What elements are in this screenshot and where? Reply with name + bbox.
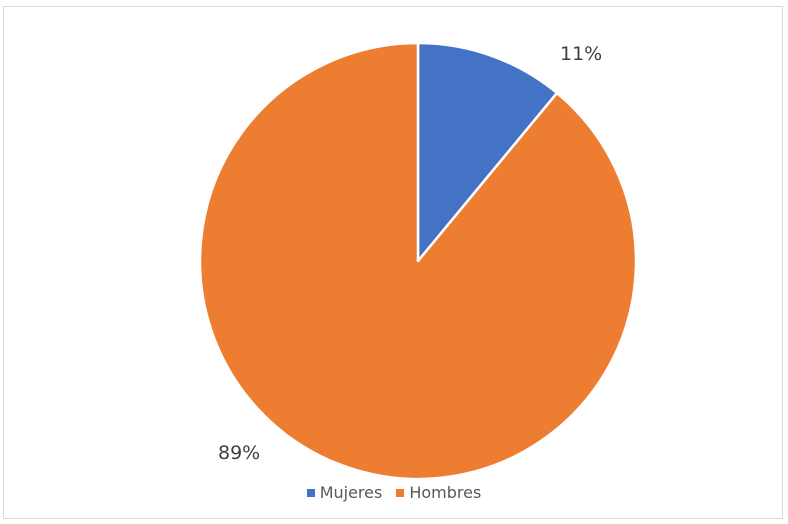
pie-slice-hombres (198, 41, 638, 481)
legend-swatch-hombres (396, 488, 405, 497)
chart-area: 11% 89% Mujeres Hombres (3, 6, 783, 519)
data-label-mujeres: 11% (560, 43, 602, 65)
legend-label-mujeres: Mujeres (319, 483, 383, 502)
pie-slice-mujeres (416, 41, 559, 263)
legend: Mujeres Hombres (4, 483, 784, 502)
legend-swatch-mujeres (306, 488, 315, 497)
legend-item-hombres: Hombres (396, 483, 481, 502)
pie-data-labels: 11% 89% (218, 43, 602, 464)
data-label-hombres: 89% (218, 442, 260, 464)
pie-slices (198, 41, 638, 481)
legend-label-hombres: Hombres (409, 483, 482, 502)
pie-chart: 11% 89% (198, 41, 638, 481)
legend-item-mujeres: Mujeres (306, 483, 383, 502)
